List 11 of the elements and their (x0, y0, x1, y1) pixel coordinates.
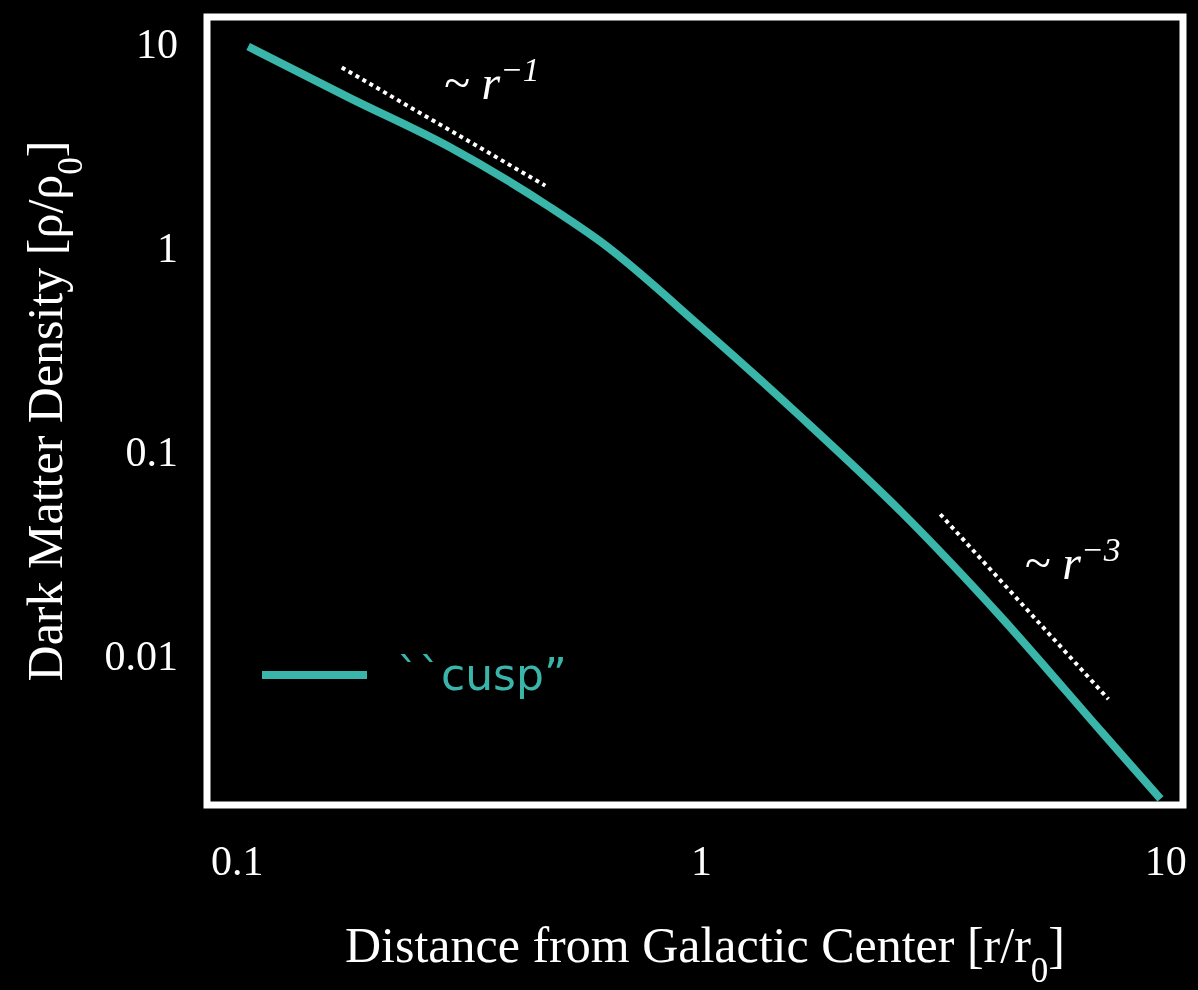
x-axis-title: Distance from Galactic Center [r/r$_{0}$] (345, 917, 1065, 990)
y-tick-label: 10 (136, 21, 178, 68)
legend-label: ``cusp” (397, 649, 567, 701)
y-tick-label: 1 (157, 225, 178, 272)
y-tick-label: 0.01 (104, 632, 178, 679)
annotation: ~ r$^{−1}$ (443, 50, 540, 109)
annotation: ~ r$^{−3}$ (1024, 530, 1121, 589)
x-tick-label: 0.1 (210, 838, 264, 884)
x-tick-label: 10 (1144, 838, 1187, 884)
x-tick-label: 1 (690, 838, 712, 884)
y-tick-label: 0.1 (125, 428, 178, 475)
